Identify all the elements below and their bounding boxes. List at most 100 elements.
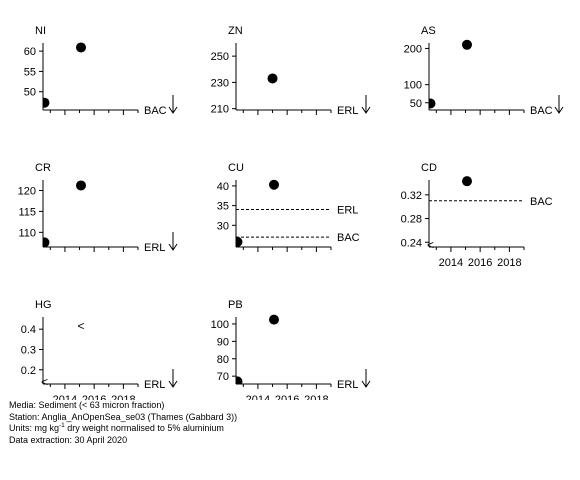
x-tick-label-hg: 2016 [82,394,106,400]
x-tick-label-cd: 2016 [468,257,492,269]
y-tick-label-as: 100 [404,80,422,92]
points-cr [43,180,86,247]
panel-ni: NI 50 55 60 BAC [24,25,178,117]
trend-arrow-ni-head [168,106,178,114]
data-point-pb [269,314,279,325]
y-tick-label-cu: 30 [217,220,229,232]
y-tick-label-hg: 0.3 [21,344,36,356]
y-tick-label-zn: 210 [211,104,229,116]
ref-label-erl-hg: ERL [144,379,165,391]
trend-arrow-hg-head [168,380,178,388]
chart-grid: NI 50 55 60 BAC ZN 210 230 250 ERL AS 50 100 200 BAC CR… [18,25,564,400]
footer-units: Units: mg kg-1 dry weight normalised to … [9,422,237,435]
footer-units-suffix: dry weight normalised to 5% aluminium [64,423,224,433]
panel-title-cr: CR [35,162,51,174]
panel-zn: ZN 210 230 250 ERL [211,25,371,117]
y-tick-label-cr: 110 [18,227,36,239]
y-tick-label-as: 200 [404,43,422,55]
panel-hg: HG 0.2 0.3 0.4 2014 2016 2018 ERL < < [21,299,178,400]
data-point-cr [43,237,50,247]
data-point-zn [267,73,278,84]
panel-cr: CR 110 115 120 ERL [18,162,178,254]
trend-arrow-pb [361,369,371,388]
ref-label-bac-cd: BAC [530,196,553,208]
x-tick-label-cd: 2014 [439,257,463,269]
panel-title-pb: PB [228,299,243,311]
trend-arrow-as-head [554,106,564,114]
y-tick-label-cu: 35 [217,201,229,213]
trend-arrow-as [554,95,564,114]
panel-as: AS 50 100 200 BAC [404,25,564,117]
ref-label-bac-as: BAC [530,105,553,117]
censored-marker-hg: < [41,375,48,389]
panel-title-zn: ZN [228,25,243,37]
trend-arrow-cr [168,232,178,251]
panel-title-hg: HG [35,299,52,311]
y-tick-label-ni: 50 [24,87,36,99]
data-point-cu [236,236,243,247]
y-tick-label-cd: 0.32 [401,190,422,202]
x-tick-label-cd: 2018 [497,257,521,269]
footer-station: Station: Anglia_AnOpenSea_se03 (Thames (… [9,411,238,422]
data-point-ni [43,97,50,108]
footer-units-exponent: -1 [59,422,65,429]
y-tick-label-hg: 0.4 [21,324,36,336]
trend-arrow-pb-head [361,380,371,388]
points-cd [462,176,472,187]
y-tick-label-pb: 70 [217,371,229,383]
data-point-cr [76,180,86,191]
y-tick-label-ni: 55 [24,66,36,78]
footer-extraction: Data extraction: 30 April 2020 [9,434,128,445]
y-tick-label-pb: 90 [217,336,229,348]
data-point-cd [462,176,472,187]
ref-label-erl-pb: ERL [337,379,358,391]
y-tick-label-ni: 60 [24,46,36,58]
y-tick-label-zn: 230 [211,77,229,89]
trend-arrow-ni [168,95,178,114]
footer-media: Media: Sediment (< 63 micron fraction) [9,400,165,410]
x-tick-label-pb: 2018 [304,394,328,400]
trend-arrow-hg [168,369,178,388]
y-tick-label-pb: 100 [211,319,229,331]
footer: Media: Sediment (< 63 micron fraction) S… [9,400,237,446]
data-point-as [462,39,472,50]
y-tick-label-zn: 250 [211,51,229,63]
panel-title-ni: NI [35,25,46,37]
footer-units-prefix: Units: mg kg [9,423,60,433]
points-pb [236,314,279,384]
panel-title-cd: CD [421,162,437,174]
ref-label-erl-zn: ERL [337,105,358,117]
ref-label-bac-cu: BAC [337,232,360,244]
trend-arrow-zn-head [361,106,371,114]
censored-marker-hg: < [77,319,84,333]
x-tick-label-pb: 2016 [275,394,299,400]
points-ni [43,42,86,108]
y-tick-label-cd: 0.28 [401,214,422,226]
panel-title-as: AS [421,25,436,37]
panel-title-cu: CU [228,162,244,174]
ref-label-erl-cr: ERL [144,242,165,254]
y-tick-label-cr: 120 [18,185,36,197]
panel-cd: CD 0.24 0.28 0.32 2014 2016 2018 BAC < [401,162,553,269]
points-as [429,39,472,109]
x-tick-label-hg: 2018 [111,394,135,400]
trend-arrow-zn [361,95,371,114]
panel-cu: CU 30 35 40 ERL BAC [217,162,360,252]
points-cu [236,179,279,247]
data-point-ni [76,42,86,53]
trend-arrow-cr-head [168,243,178,251]
data-point-pb [236,376,243,384]
y-tick-label-cu: 40 [217,181,229,193]
y-tick-label-hg: 0.2 [21,365,36,377]
y-tick-label-as: 50 [410,98,422,110]
data-point-cu [269,179,279,190]
panel-pb: PB 70 80 90 100 2014 2016 2018 ERL [211,299,371,400]
censored-marker-cd: < [427,238,434,252]
y-tick-label-cr: 115 [18,206,36,218]
y-tick-label-cd: 0.24 [401,237,422,249]
ref-label-bac-ni: BAC [144,105,167,117]
points-zn [267,73,278,84]
ref-label-erl-cu: ERL [337,205,358,217]
x-tick-label-pb: 2014 [246,394,270,400]
x-tick-label-hg: 2014 [53,394,77,400]
